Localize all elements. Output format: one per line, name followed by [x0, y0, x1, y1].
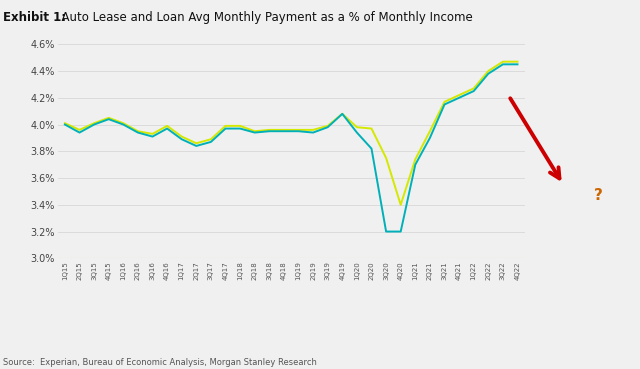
Text: Exhibit 1:: Exhibit 1:: [3, 11, 67, 24]
Text: Source:  Experian, Bureau of Economic Analysis, Morgan Stanley Research: Source: Experian, Bureau of Economic Ana…: [3, 358, 317, 367]
Text: ?: ?: [594, 188, 603, 203]
Text: Auto Lease and Loan Avg Monthly Payment as a % of Monthly Income: Auto Lease and Loan Avg Monthly Payment …: [54, 11, 473, 24]
